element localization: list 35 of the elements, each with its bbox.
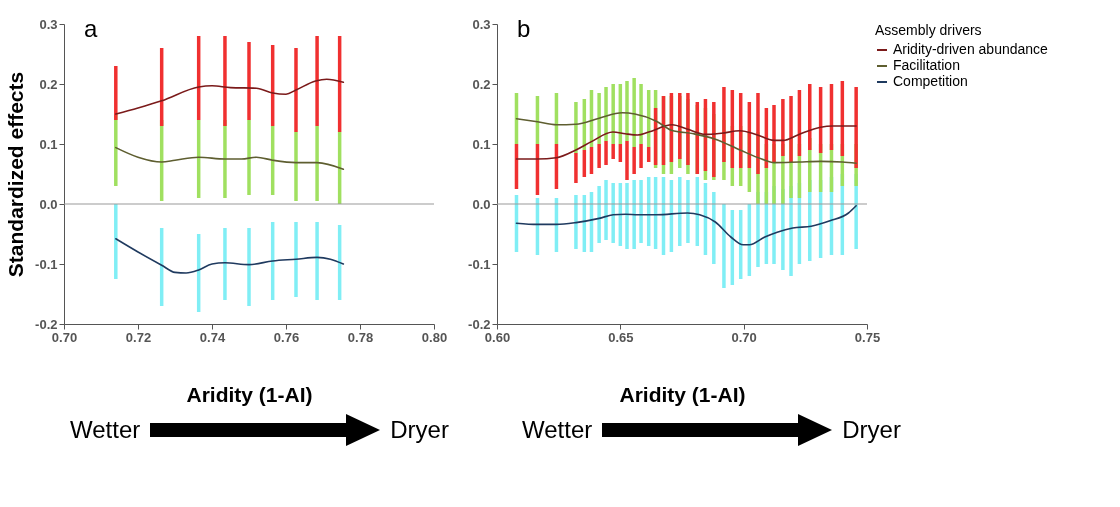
y-tick-label: 0.1	[39, 136, 58, 152]
text: Wetter	[70, 416, 141, 444]
x-tick-label: 0.75	[854, 329, 881, 345]
text: Wetter	[522, 416, 593, 444]
x-tick-label: 0.70	[51, 329, 78, 345]
text: Dryer	[842, 416, 901, 444]
y-tick-label: 0.3	[472, 16, 491, 32]
y-tick-label: 0.2	[39, 76, 58, 92]
y-tick-label: 0.0	[39, 196, 58, 212]
x-tick-label: 0.60	[484, 329, 511, 345]
y-tick-label: 0.0	[472, 196, 491, 212]
y-tick-label: 0.3	[39, 16, 58, 32]
y-tick-label: -0.2	[35, 316, 58, 332]
y-axis-title: Standardized effects	[4, 71, 28, 278]
y-tick-label: 0.1	[472, 136, 491, 152]
legend-label: Competition	[893, 73, 968, 89]
annotation: a	[84, 15, 98, 42]
y-tick-label: -0.1	[468, 256, 491, 272]
y-tick-label: -0.2	[468, 316, 491, 332]
x-tick-label: 0.74	[199, 329, 226, 345]
x-tick-label: 0.80	[421, 329, 448, 345]
legend-title: Assembly drivers	[875, 22, 982, 38]
annotation: b	[517, 15, 531, 42]
x-axis-title: Aridity (1-AI)	[186, 382, 313, 406]
x-axis-title: Aridity (1-AI)	[619, 382, 746, 406]
legend-label: Facilitation	[893, 57, 960, 73]
legend-label: Aridity-driven abundance	[893, 41, 1049, 57]
x-tick-label: 0.72	[125, 329, 152, 345]
y-tick-label: 0.2	[472, 76, 491, 92]
text: Dryer	[390, 416, 449, 444]
x-tick-label: 0.70	[731, 329, 757, 345]
x-tick-label: 0.76	[273, 329, 300, 345]
y-tick-label: -0.1	[35, 256, 58, 272]
x-tick-label: 0.78	[347, 329, 374, 345]
x-tick-label: 0.65	[608, 329, 634, 345]
